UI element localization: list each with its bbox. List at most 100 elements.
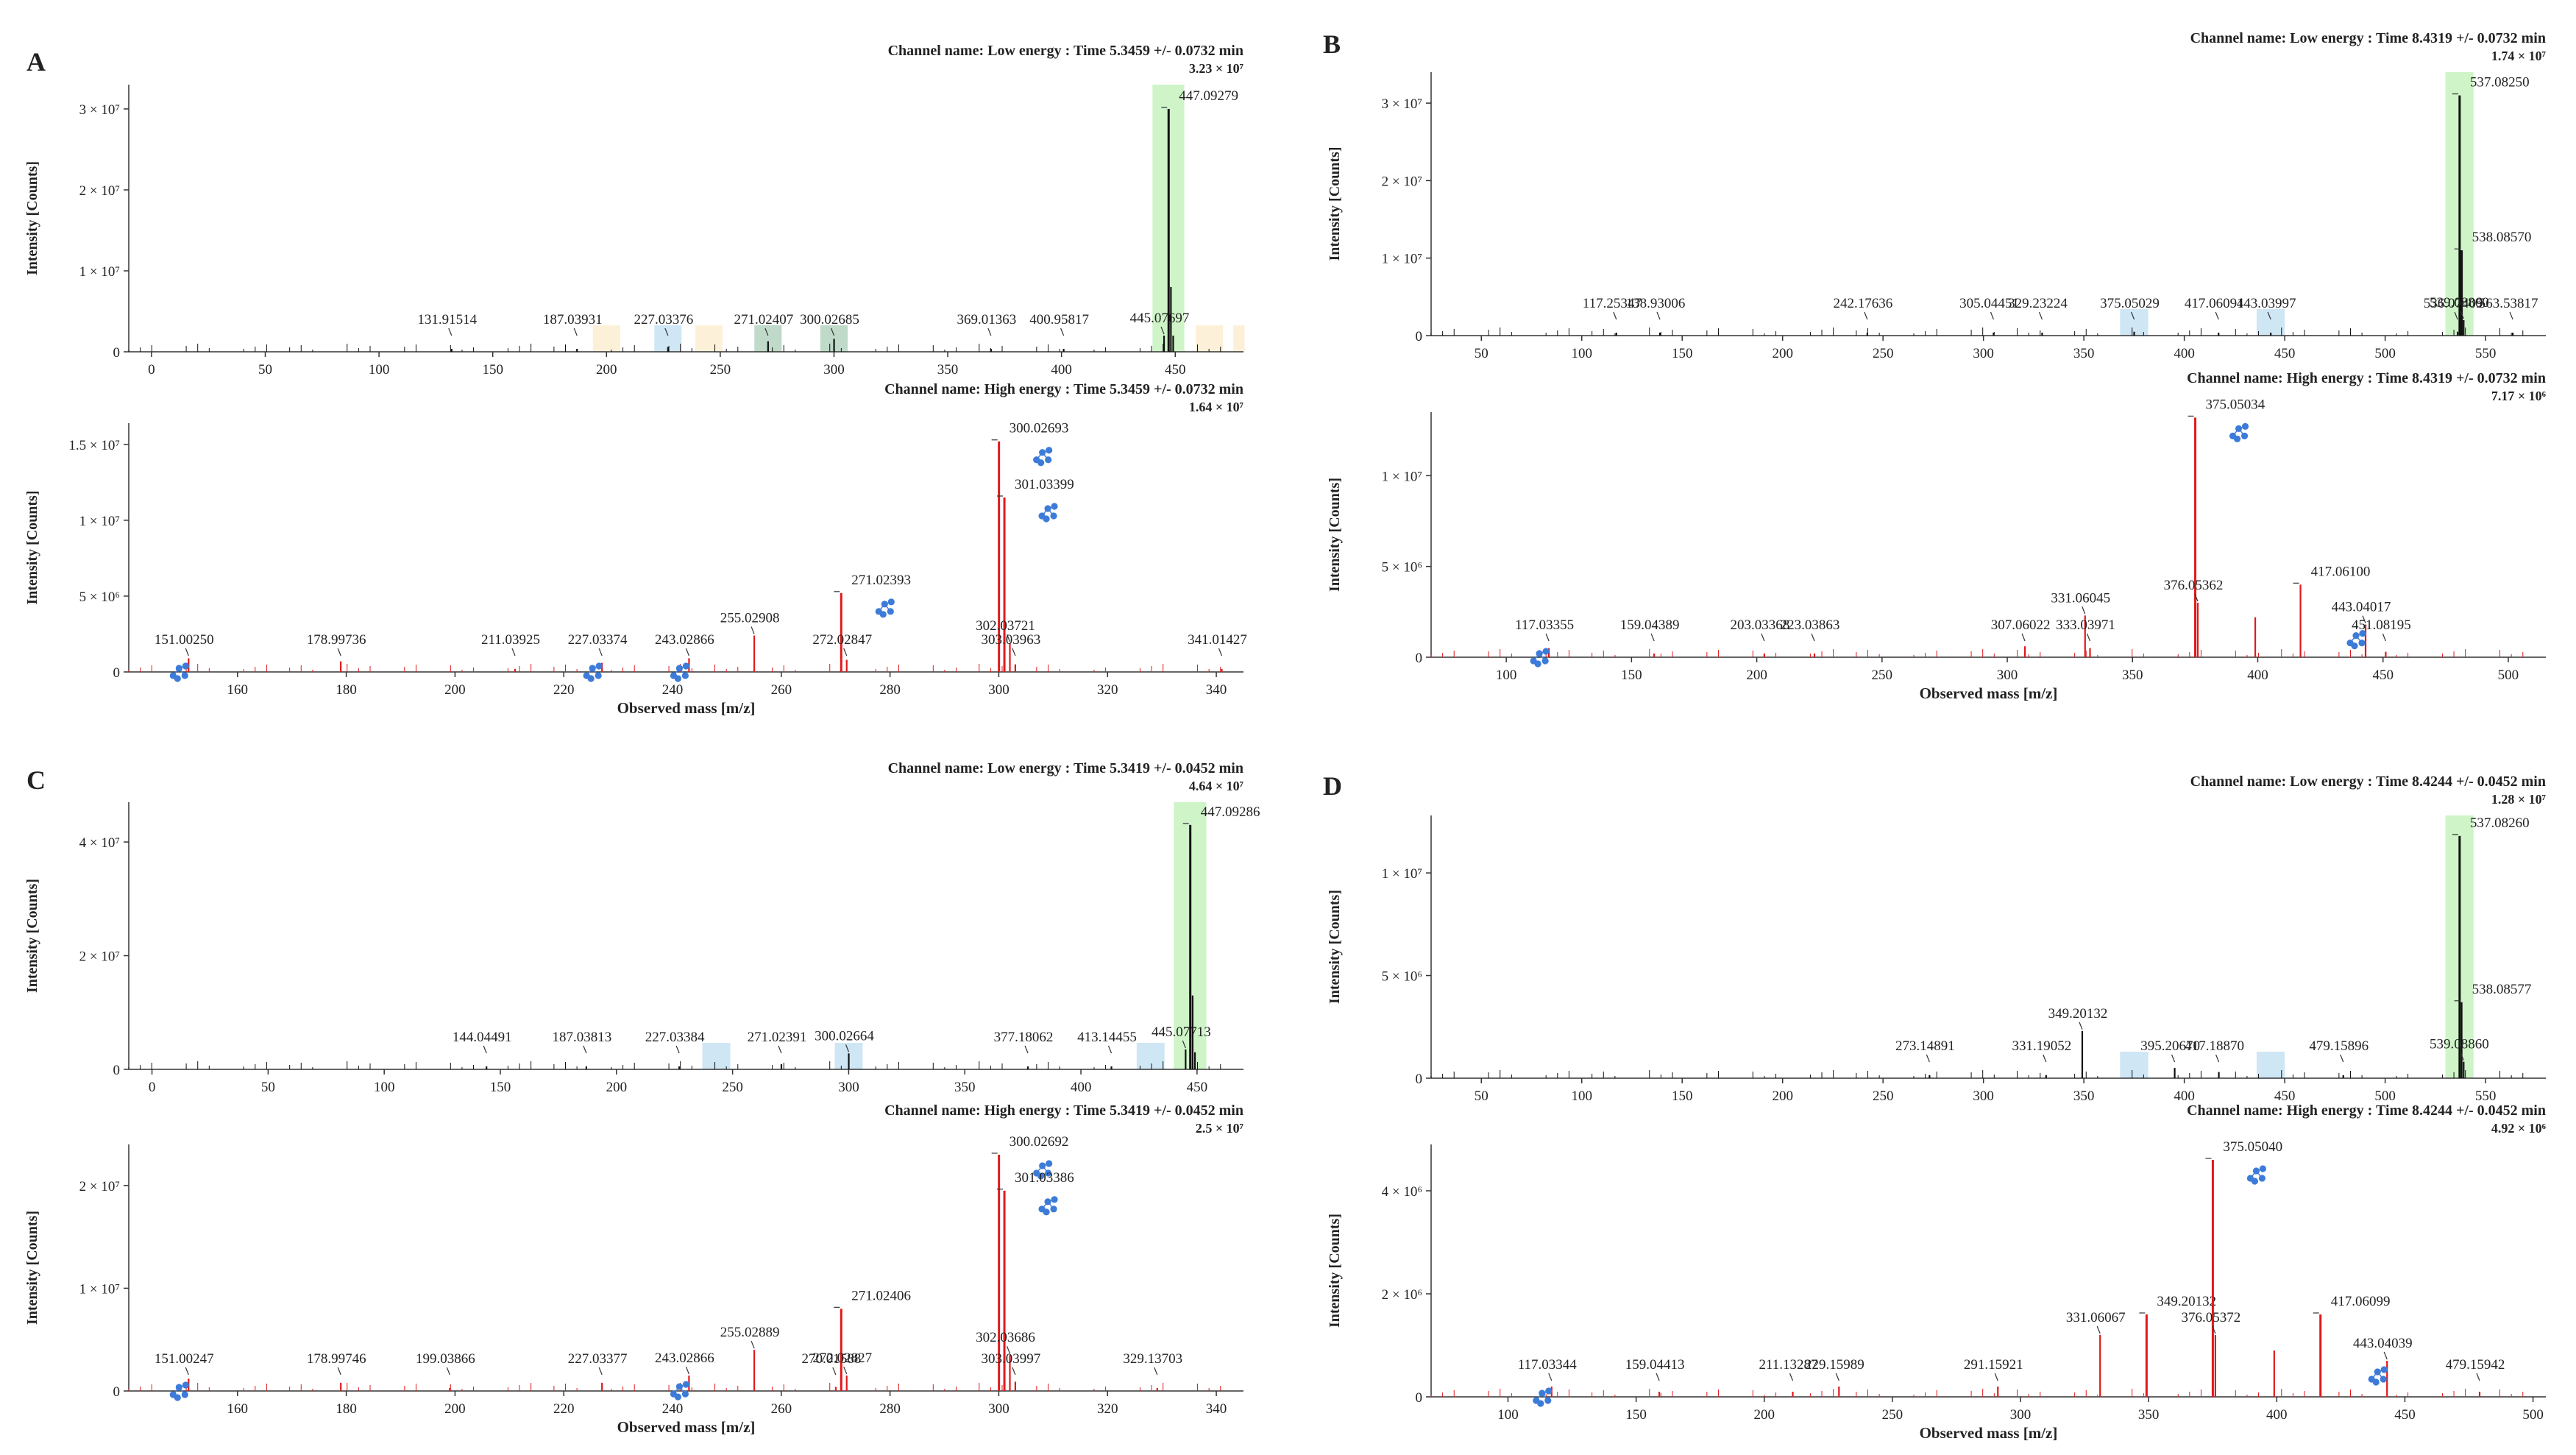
x-tick-label: 50 bbox=[258, 362, 272, 378]
peak-label: 302.03721 bbox=[976, 618, 1035, 634]
panel-label-c: C bbox=[26, 765, 46, 795]
peak-label: 243.02866 bbox=[655, 1350, 714, 1366]
x-tick-label: 150 bbox=[1672, 1088, 1693, 1104]
x-tick-label: 500 bbox=[2374, 1088, 2396, 1104]
chart-b-low: Channel name: Low energy : Time 8.4319 +… bbox=[1327, 30, 2547, 361]
label-leader bbox=[185, 648, 189, 656]
label-leader bbox=[1864, 311, 1868, 320]
peak-label: 229.15989 bbox=[1805, 1357, 1864, 1373]
fragment-structure-icon bbox=[1033, 1160, 1053, 1180]
label-leader bbox=[2082, 606, 2086, 615]
peak-label: 538.08577 bbox=[2472, 982, 2532, 997]
peak-label: 242.17636 bbox=[1833, 296, 1892, 311]
y-axis-title: Intensity [Counts] bbox=[24, 161, 40, 275]
label-leader bbox=[1835, 1373, 1839, 1381]
peak-label: 131.91514 bbox=[417, 312, 477, 328]
peak-label: 413.14455 bbox=[1077, 1030, 1137, 1045]
peak-label: 303.03997 bbox=[982, 1351, 1041, 1367]
label-leader bbox=[1656, 311, 1661, 320]
x-tick-label: 200 bbox=[1746, 668, 1767, 683]
label-leader bbox=[2362, 615, 2366, 623]
channel-header: Channel name: Low energy : Time 5.3459 +… bbox=[888, 43, 1243, 59]
peak-label: 376.05372 bbox=[2182, 1310, 2241, 1325]
peak-label: 349.20132 bbox=[2048, 1006, 2108, 1022]
x-tick-label: 450 bbox=[2274, 1088, 2296, 1104]
y-tick-label: 1 × 10⁷ bbox=[79, 264, 120, 280]
y-tick-label: 0 bbox=[113, 1063, 121, 1078]
peak-label: 178.99736 bbox=[307, 632, 366, 648]
x-tick-label: 100 bbox=[1571, 1088, 1592, 1104]
x-tick-label: 150 bbox=[1625, 1407, 1647, 1423]
peak-label: 417.06091 bbox=[2185, 296, 2244, 311]
y-tick-label: 0 bbox=[113, 345, 121, 361]
label-leader bbox=[845, 1044, 850, 1052]
x-tick-label: 200 bbox=[1772, 346, 1793, 361]
x-tick-label: 350 bbox=[937, 362, 959, 378]
x-tick-label: 350 bbox=[2073, 346, 2095, 361]
label-leader bbox=[2021, 633, 2026, 642]
spectra-charts: Channel name: Low energy : Time 5.3459 +… bbox=[24, 30, 2547, 1442]
label-leader bbox=[2460, 311, 2464, 319]
label-leader bbox=[843, 648, 848, 656]
max-intensity: 4.64 × 10⁷ bbox=[1189, 779, 1244, 793]
max-intensity: 1.74 × 10⁷ bbox=[2491, 49, 2547, 63]
peak-label: 203.03368 bbox=[1731, 617, 1790, 633]
peak-label: 451.08195 bbox=[2352, 617, 2411, 633]
fragment-structure-icon bbox=[1038, 503, 1058, 523]
x-tick-label: 450 bbox=[1187, 1080, 1208, 1095]
peak-label: 301.03399 bbox=[1015, 477, 1074, 492]
highlight-band bbox=[592, 325, 620, 352]
label-leader bbox=[2086, 633, 2091, 642]
y-axis-title: Intensity [Counts] bbox=[1327, 146, 1343, 261]
x-tick-label: 250 bbox=[1882, 1407, 1903, 1423]
label-leader bbox=[1012, 648, 1016, 656]
peak-label: 117.25347 bbox=[1583, 296, 1642, 311]
peak-label: 300.02692 bbox=[1010, 1134, 1069, 1150]
x-tick-label: 450 bbox=[2394, 1407, 2416, 1423]
label-leader bbox=[2130, 311, 2135, 320]
label-leader bbox=[1613, 311, 1617, 320]
peak-label: 443.04039 bbox=[2353, 1336, 2413, 1351]
peak-label: 329.23224 bbox=[2008, 296, 2068, 311]
label-leader bbox=[1811, 633, 1815, 642]
peak-label: 255.02908 bbox=[720, 611, 780, 626]
peak-label: 537.08260 bbox=[2470, 815, 2530, 831]
peak-label: 329.13703 bbox=[1123, 1351, 1182, 1367]
x-tick-label: 0 bbox=[149, 1080, 156, 1095]
label-leader bbox=[583, 1045, 587, 1054]
label-leader bbox=[2454, 311, 2458, 320]
label-leader bbox=[1107, 1045, 1113, 1054]
chart-c-low: Channel name: Low energy : Time 5.3419 +… bbox=[24, 760, 1260, 1095]
x-tick-label: 350 bbox=[2122, 668, 2143, 683]
x-tick-label: 200 bbox=[444, 682, 466, 698]
max-intensity: 1.64 × 10⁷ bbox=[1189, 400, 1244, 414]
peak-label: 443.04017 bbox=[2332, 600, 2391, 615]
y-axis-title: Intensity [Counts] bbox=[1327, 478, 1343, 592]
x-tick-label: 240 bbox=[662, 682, 684, 698]
max-intensity: 1.28 × 10⁷ bbox=[2491, 792, 2547, 807]
x-tick-label: 300 bbox=[1973, 346, 1994, 361]
peak-label: 539.08860 bbox=[2430, 295, 2489, 311]
x-tick-label: 220 bbox=[553, 682, 575, 698]
y-axis-title: Intensity [Counts] bbox=[24, 490, 40, 604]
x-tick-label: 250 bbox=[722, 1080, 743, 1095]
fragment-structure-icon bbox=[169, 1381, 189, 1401]
label-leader bbox=[2096, 1325, 2101, 1334]
x-tick-label: 340 bbox=[1206, 1401, 1227, 1417]
label-leader bbox=[1789, 1373, 1794, 1381]
x-tick-label: 300 bbox=[988, 682, 1010, 698]
label-leader bbox=[664, 328, 669, 336]
peak-label: 400.95817 bbox=[1029, 312, 1089, 328]
highlight-band bbox=[2256, 309, 2285, 336]
x-tick-label: 100 bbox=[369, 362, 390, 378]
label-leader bbox=[2215, 1054, 2220, 1063]
label-leader bbox=[2340, 1054, 2344, 1063]
peak-label: 377.18062 bbox=[994, 1030, 1054, 1045]
peak-label: 443.03997 bbox=[2237, 296, 2296, 311]
label-leader bbox=[1006, 634, 1011, 642]
peak-label: 227.03377 bbox=[568, 1351, 628, 1367]
label-leader bbox=[446, 1367, 450, 1376]
label-leader bbox=[2215, 311, 2219, 320]
y-axis-title: Intensity [Counts] bbox=[1327, 890, 1343, 1004]
